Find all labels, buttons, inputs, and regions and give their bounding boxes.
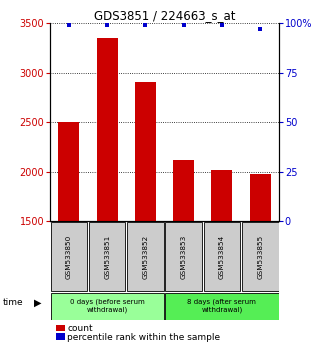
Text: count: count <box>67 324 93 333</box>
Bar <box>165 222 202 291</box>
Bar <box>58 122 79 221</box>
Point <box>181 22 186 28</box>
Text: percentile rank within the sample: percentile rank within the sample <box>67 332 221 342</box>
Bar <box>211 170 232 221</box>
Text: GSM533850: GSM533850 <box>66 235 72 279</box>
Point <box>219 22 224 28</box>
Bar <box>56 333 65 340</box>
Text: GSM533854: GSM533854 <box>219 235 225 279</box>
Bar <box>89 222 126 291</box>
Bar <box>56 325 65 331</box>
Bar <box>204 222 240 291</box>
Text: time: time <box>3 298 24 307</box>
Bar <box>135 82 156 221</box>
Bar <box>127 222 164 291</box>
Point <box>143 22 148 28</box>
Bar <box>173 160 194 221</box>
Bar <box>242 222 279 291</box>
Point <box>66 22 72 28</box>
Point <box>257 26 263 32</box>
Title: GDS3851 / 224663_s_at: GDS3851 / 224663_s_at <box>94 9 235 22</box>
Text: GSM533851: GSM533851 <box>104 235 110 279</box>
Text: 8 days (after serum
withdrawal): 8 days (after serum withdrawal) <box>187 299 256 313</box>
Bar <box>50 222 87 291</box>
Text: 0 days (before serum
withdrawal): 0 days (before serum withdrawal) <box>70 299 144 313</box>
Text: GSM533852: GSM533852 <box>143 235 148 279</box>
Text: GSM533853: GSM533853 <box>181 235 187 279</box>
Text: ▶: ▶ <box>34 298 41 308</box>
Bar <box>97 38 118 221</box>
Text: GSM533855: GSM533855 <box>257 235 263 279</box>
Bar <box>165 293 279 320</box>
Bar <box>250 174 271 221</box>
Bar <box>50 293 164 320</box>
Point <box>105 22 110 28</box>
